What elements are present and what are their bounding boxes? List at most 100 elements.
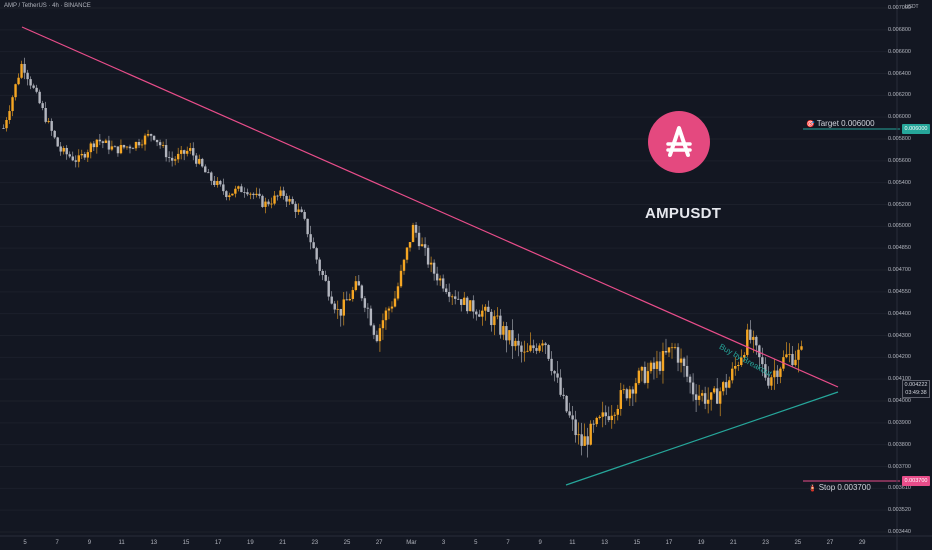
candle-body [414,224,418,233]
candle-body [339,308,342,316]
candle-body [32,85,35,88]
candle-body [47,121,50,122]
ticker-title: AMPUSDT [645,205,722,222]
candle-body [369,308,373,326]
candle-body [348,298,352,301]
candle-body [610,415,613,421]
candle-body [625,389,629,399]
candle-body [80,153,84,156]
candle-body [718,391,722,404]
candle-body [372,325,376,335]
candle-body [143,135,147,145]
price-tick-label: 0.006800 [888,26,911,33]
candle-body [333,303,336,310]
candle-body [472,300,475,312]
candle-body [466,297,469,312]
price-tick-label: 0.003800 [888,441,911,448]
candle-body [499,315,502,335]
candle-body [438,278,442,281]
candle-body [26,72,29,80]
candle-body [794,359,797,366]
candle-body [721,382,725,392]
candle-body [300,209,303,213]
candle-body [216,181,219,186]
candle-body [764,364,767,378]
target-tag: 🎯 Target 0.006000 [806,119,875,128]
candle-body [517,340,520,346]
candle-body [53,130,56,138]
candle-body [164,145,168,158]
candle-body [8,111,11,121]
candle-body [11,97,14,112]
candle-body [140,144,144,146]
candle-body [131,148,135,150]
candle-body [179,150,183,154]
candle-body [592,423,595,425]
candle-body [453,296,457,299]
candle-body [526,350,529,352]
time-tick-label: 13 [150,540,158,546]
time-tick-label: 17 [214,540,222,546]
candle-body [50,121,53,131]
candle-body [616,408,620,415]
candle-body [357,281,361,286]
price-tick-label: 0.007000 [888,5,911,11]
time-tick-label: 23 [762,540,769,546]
candle-body [770,377,773,386]
chart-grid [0,7,897,533]
candle-body [113,146,117,148]
candle-body [571,415,574,420]
candle-body [222,184,225,192]
candle-body [676,347,680,363]
price-tick-label: 0.004700 [888,267,911,273]
target-label: Target 0.006000 [816,119,875,128]
candle-body [207,172,210,174]
candle-body [261,195,264,207]
candle-body [622,389,626,391]
candle-body [306,218,309,235]
candle-body [535,348,538,351]
candle-body [294,203,297,212]
price-tick-label: 0.005800 [888,136,911,142]
candle-body [426,247,430,265]
candle-body [321,270,324,276]
candle-body [538,345,541,351]
stop-tag: 🧯 Stop 0.003700 [808,483,871,492]
candle-body [670,347,674,349]
time-tick-label: 15 [182,540,190,546]
candle-body [469,300,472,312]
candle-body [210,172,213,181]
candle-body [252,193,255,196]
candle-body [228,195,231,198]
candle-body [420,244,424,247]
support-trendline [565,391,839,486]
price-tick-label: 0.004550 [888,288,911,295]
candle-body [318,259,321,271]
price-tick-label: 0.005600 [888,157,911,164]
time-tick-label: 29 [858,540,866,546]
candle-body [20,63,23,78]
candle-body [652,362,656,369]
candle-body [35,87,38,92]
candle-body [432,262,436,274]
candle-body [508,330,511,341]
candle-body [158,142,162,146]
candle-body [667,347,671,353]
candle-body [95,139,99,148]
candle-body [450,296,454,298]
candle-body [565,395,568,412]
candle-body [435,273,439,281]
candle-body [351,290,355,299]
time-tick-label: 13 [601,540,608,546]
candle-body [568,411,571,416]
candle-body [14,84,17,98]
time-tick-label: 19 [247,540,254,546]
candle-body [776,370,779,377]
candle-body [728,380,731,388]
candle-body [134,142,138,149]
last-price: 0.004222 [904,382,928,388]
candle-body [29,79,32,86]
stop-price-box: 0.003700 [902,476,930,486]
countdown: 03:49:38 [905,390,927,396]
